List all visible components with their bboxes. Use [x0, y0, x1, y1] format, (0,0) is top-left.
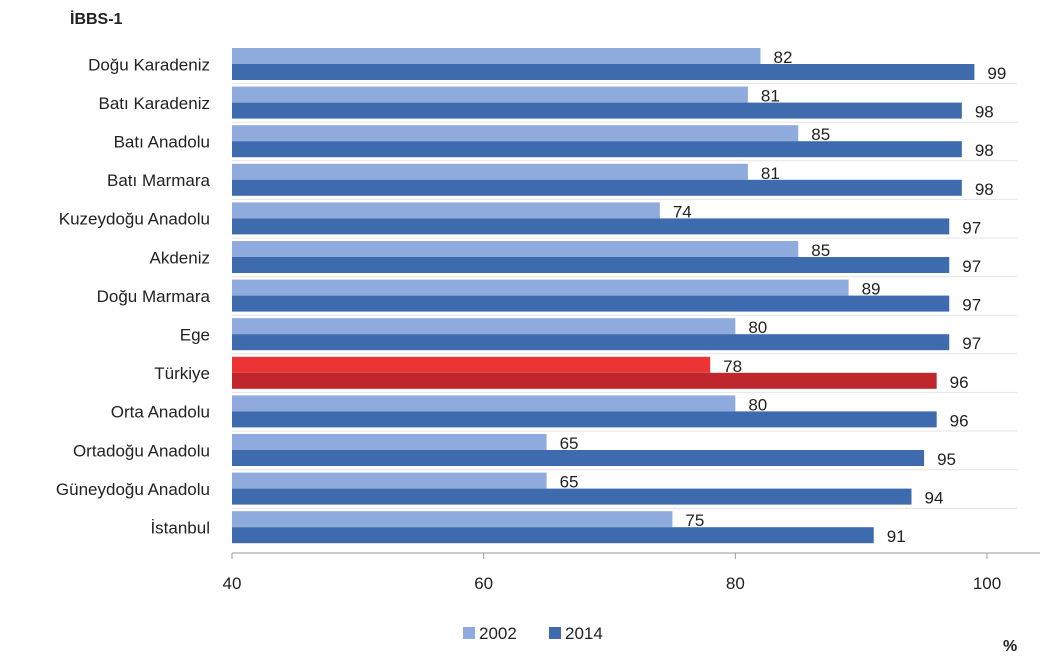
value-label-2014: 97	[962, 218, 981, 237]
value-label-2014: 98	[975, 180, 994, 199]
category-label: Doğu Marmara	[97, 287, 211, 306]
x-axis: 40 60 80 100	[223, 552, 1040, 593]
value-label-2014: 91	[887, 527, 906, 546]
bar-2014	[232, 450, 925, 466]
value-label-2002: 80	[748, 318, 767, 337]
category-label: Doğu Karadeniz	[88, 55, 210, 74]
bar-2002	[232, 279, 849, 296]
category-label: Ege	[180, 326, 210, 345]
bar-2014	[232, 295, 950, 312]
bar-2002	[232, 511, 673, 528]
x-tick-label: 100	[973, 574, 1001, 593]
value-label-2002: 81	[761, 87, 780, 106]
value-label-2002: 85	[811, 125, 830, 144]
value-label-2002: 80	[748, 395, 767, 414]
bar-2014	[232, 179, 962, 196]
unit-label: %	[1003, 638, 1017, 655]
x-tick-label: 60	[474, 574, 493, 593]
category-label: Orta Anadolu	[111, 403, 210, 422]
value-label-2002: 82	[774, 48, 793, 67]
x-tick-label: 40	[223, 574, 242, 593]
value-label-2014: 99	[987, 64, 1006, 83]
legend-label-2014: 2014	[565, 624, 603, 643]
category-label: İstanbul	[150, 519, 210, 538]
category-label: Batı Anadolu	[114, 133, 210, 152]
category-label: Batı Marmara	[107, 171, 211, 190]
value-label-2014: 96	[950, 411, 969, 430]
category-label: Türkiye	[154, 364, 210, 383]
bar-2002	[232, 48, 761, 64]
value-label-2014: 98	[975, 141, 994, 160]
value-label-2002: 89	[862, 280, 881, 299]
value-label-2014: 96	[950, 373, 969, 392]
value-label-2014: 97	[962, 257, 981, 276]
bar-2014	[232, 257, 950, 273]
plot-area: Doğu Karadeniz 82 99 Batı Karadeniz 81 98 Batı…	[56, 48, 1017, 546]
category-label: Kuzeydoğu Anadolu	[59, 210, 210, 229]
bar-2002	[232, 395, 736, 412]
bar-2002	[232, 86, 748, 103]
value-label-2002: 78	[723, 357, 742, 376]
bar-2002	[232, 125, 799, 142]
bar-2014	[232, 411, 937, 428]
bar-2014	[232, 218, 950, 235]
bar-2002	[232, 356, 711, 373]
category-label: Ortadoğu Anadolu	[73, 441, 210, 460]
bar-2014	[232, 64, 975, 80]
value-label-2014: 97	[962, 334, 981, 353]
bar-2014	[232, 488, 912, 505]
bar-2002	[232, 163, 748, 180]
bar-2002	[232, 472, 547, 489]
chart-title: İBBS-1	[70, 10, 123, 28]
bar-2002	[232, 318, 736, 335]
x-tick-label: 80	[726, 574, 745, 593]
legend: 2002 2014	[463, 624, 603, 643]
value-label-2014: 95	[937, 450, 956, 469]
bar-2014	[232, 141, 962, 158]
bar-2002	[232, 202, 660, 219]
value-label-2002: 75	[685, 511, 704, 530]
bar-2002	[232, 434, 547, 450]
legend-swatch-2002	[463, 627, 475, 639]
bar-2014	[232, 334, 950, 351]
value-label-2002: 65	[560, 434, 579, 453]
value-label-2014: 94	[925, 489, 944, 508]
bar-2014	[232, 372, 937, 389]
value-label-2014: 97	[962, 296, 981, 315]
bar-2014	[232, 527, 874, 544]
value-label-2014: 98	[975, 103, 994, 122]
value-label-2002: 65	[560, 473, 579, 492]
category-label: Batı Karadeniz	[98, 94, 210, 113]
value-label-2002: 85	[811, 241, 830, 260]
legend-swatch-2014	[549, 627, 561, 639]
value-label-2002: 74	[673, 202, 692, 221]
bar-2014	[232, 102, 962, 119]
value-label-2002: 81	[761, 164, 780, 183]
category-label: Güneydoğu Anadolu	[56, 480, 210, 499]
bar-2002	[232, 241, 799, 257]
category-label: Akdeniz	[150, 248, 210, 267]
legend-label-2002: 2002	[479, 624, 517, 643]
